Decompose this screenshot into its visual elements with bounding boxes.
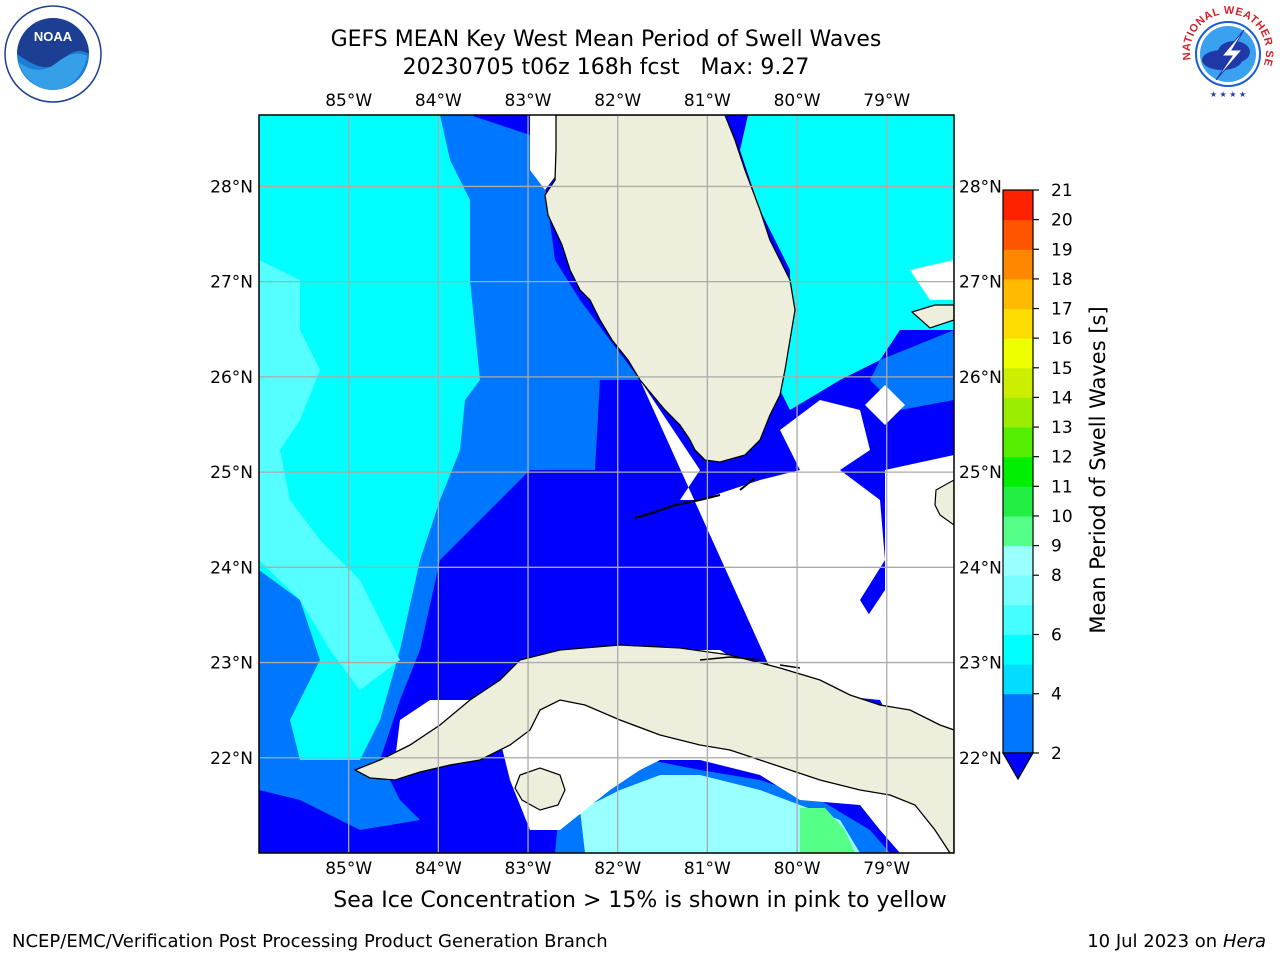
colorbar-segment-2 [1003,723,1033,754]
colorbar-segment-20 [1003,190,1033,221]
lon-label-bottom-5: 80°W [774,859,821,879]
map-gridlines [259,115,954,853]
colorbar-tick-label-20: 20 [1051,211,1073,231]
florida-land [544,115,796,463]
colorbar-tick-label-11: 11 [1051,477,1073,497]
colorbar-tick-label-10: 10 [1051,507,1073,527]
colorbar-segment-17 [1003,278,1033,310]
map-frame [258,114,955,854]
lat-label-left-1: 27°N [210,273,253,293]
colorbar-tick-label-12: 12 [1051,448,1073,468]
colorbar-segment-13 [1003,397,1033,428]
lon-label-bottom-3: 82°W [594,859,641,879]
stamp-date: 10 Jul 2023 [1087,931,1190,952]
lat-label-left-6: 22°N [210,749,253,769]
colorbar-tick-label-15: 15 [1051,359,1073,379]
lat-label-left-5: 23°N [210,654,253,674]
colorbar-tick-label-9: 9 [1051,537,1062,557]
colorbar-segment-15 [1003,338,1033,369]
colorbar-under-arrow [1001,752,1035,781]
lon-label-top-5: 80°W [774,91,821,111]
colorbar-tick-label-18: 18 [1051,270,1073,290]
lat-label-left-3: 25°N [210,463,253,483]
colorbar-tick-label-6: 6 [1051,625,1062,645]
swell-field-7-8-caribbean [580,775,860,853]
longitude-labels-top: 85°W 84°W 83°W 82°W 81°W 80°W 79°W [325,91,910,111]
colorbar-segment-16 [1003,308,1033,339]
colorbar-segment-5 [1003,634,1033,665]
lon-label-bottom-1: 84°W [415,859,462,879]
colorbar: 2 4 6 8 9 10 11 12 13 14 15 16 17 18 19 20 21 [1001,181,1073,781]
colorbar-segment-18 [1003,249,1033,280]
colorbar-label: Mean Period of Swell Waves [s] [1086,306,1110,633]
lon-label-top-0: 85°W [325,91,372,111]
lon-label-top-6: 79°W [863,91,910,111]
colorbar-tick-label-8: 8 [1051,566,1062,586]
latitude-labels-left: 28°N 27°N 26°N 25°N 24°N 23°N 22°N [210,177,253,768]
map-area [259,115,954,853]
colorbar-segment-12 [1003,427,1033,458]
lat-label-right-6: 22°N [959,749,1002,769]
lat-label-left-4: 24°N [210,558,253,578]
colorbar-segment-3 [1003,693,1033,724]
title-line-1: GEFS MEAN Key West Mean Period of Swell … [330,27,882,52]
colorbar-segment-8 [1003,545,1033,576]
lon-label-top-4: 81°W [684,91,731,111]
colorbar-tick-label-4: 4 [1051,685,1062,705]
lat-label-right-5: 23°N [959,654,1002,674]
colorbar-tick-label-19: 19 [1051,240,1073,260]
lat-label-right-0: 28°N [959,177,1002,197]
bahamas-grand-bahama [910,304,954,329]
colorbar-segment-7 [1003,575,1033,606]
colorbar-tick-label-16: 16 [1051,329,1073,349]
colorbar-segment-19 [1003,219,1033,250]
lon-label-top-3: 82°W [594,91,641,111]
lon-label-bottom-4: 81°W [684,859,731,879]
lon-label-bottom-6: 79°W [863,859,910,879]
plot-title: GEFS MEAN Key West Mean Period of Swell … [256,26,956,82]
noaa-logo: NOAA [4,5,102,103]
lat-label-right-4: 24°N [959,558,1002,578]
lon-label-top-1: 84°W [415,91,462,111]
credit-line: NCEP/EMC/Verification Post Processing Pr… [12,931,608,952]
colorbar-segment-4 [1003,664,1033,695]
date-stamp: 10 Jul 2023 on Hera [1087,931,1266,952]
swell-field-4-6-atlantic [740,115,954,410]
lon-label-bottom-0: 85°W [325,859,372,879]
lat-label-left-2: 26°N [210,368,253,388]
colorbar-tick-label-2: 2 [1051,744,1062,764]
lat-label-right-1: 27°N [959,273,1002,293]
swell-field-6-7-gulf [259,260,400,690]
lat-label-right-2: 26°N [959,368,1002,388]
colorbar-frame [1002,189,1034,754]
nws-logo: NATIONAL WEATHER SERVICE ★ ★ ★ ★ [1178,4,1275,101]
colorbar-segment-10 [1003,486,1033,517]
lon-label-bottom-2: 83°W [505,859,552,879]
bahamas-andros [934,479,954,526]
colorbar-segment-11 [1003,456,1033,487]
colorbar-segment-9 [1003,515,1033,547]
colorbar-tick-label-17: 17 [1051,300,1073,320]
svg-text:★ ★ ★ ★: ★ ★ ★ ★ [1210,90,1246,99]
colorbar-segment-6 [1003,604,1033,635]
stamp-on: on [1194,931,1218,952]
swell-field-8-9-caribbean [800,808,855,853]
lat-label-left-0: 28°N [210,177,253,197]
sea-ice-caption: Sea Ice Concentration > 15% is shown in … [333,888,947,913]
colorbar-tick-label-14: 14 [1051,388,1073,408]
cuba-land [353,644,954,853]
latitude-labels-right: 28°N 27°N 26°N 25°N 24°N 23°N 22°N [959,177,1002,768]
lat-label-right-3: 25°N [959,463,1002,483]
florida-keys [634,477,756,519]
longitude-labels-bottom: 85°W 84°W 83°W 82°W 81°W 80°W 79°W [325,859,910,879]
colorbar-tick-label-13: 13 [1051,418,1073,438]
lon-label-top-2: 83°W [505,91,552,111]
noaa-logo-text: NOAA [34,29,73,44]
title-line-2: 20230705 t06z 168h fcst Max: 9.27 [402,55,810,80]
colorbar-tick-label-21: 21 [1051,181,1073,201]
stamp-host: Hera [1222,931,1266,952]
swell-field-2-4-atlantic [870,330,954,410]
colorbar-segment-14 [1003,367,1033,398]
